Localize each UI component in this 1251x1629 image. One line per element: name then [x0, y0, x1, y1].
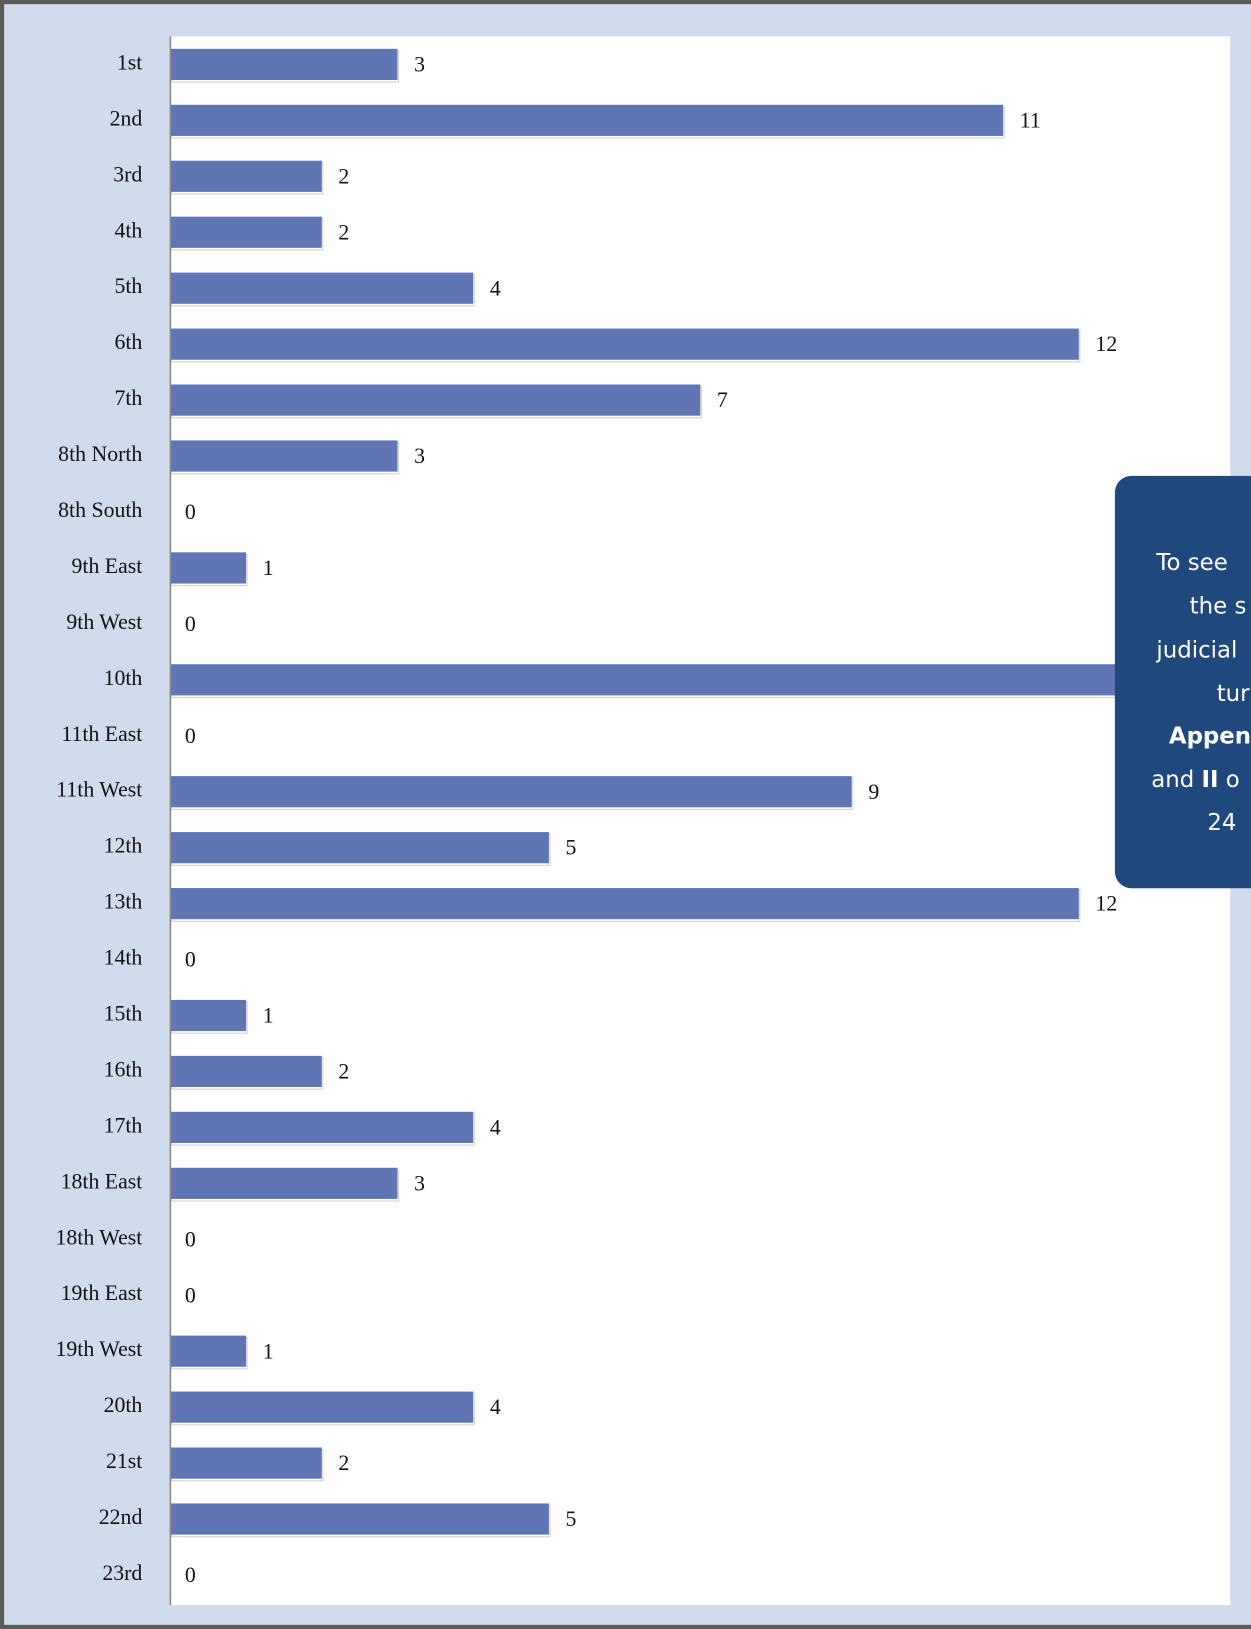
bar	[170, 1503, 549, 1535]
value-label: 1	[263, 1004, 274, 1028]
category-label: 19th East	[61, 1281, 143, 1305]
value-label: 0	[185, 724, 196, 748]
bar	[170, 384, 701, 416]
bar	[170, 1391, 474, 1423]
category-label: 2nd	[110, 106, 143, 130]
value-label: 0	[185, 612, 196, 636]
value-label: 0	[185, 1227, 196, 1251]
category-label: 9th East	[71, 554, 142, 578]
category-label: 23rd	[102, 1561, 142, 1585]
bar	[170, 272, 474, 304]
value-label: 2	[338, 1060, 349, 1084]
category-label: 6th	[114, 330, 142, 354]
value-label: 4	[490, 276, 501, 300]
callout-text: 24	[1207, 809, 1236, 835]
category-label: 11th West	[56, 778, 142, 802]
value-label: 0	[185, 948, 196, 972]
value-label: 3	[414, 444, 425, 468]
value-label: 7	[717, 388, 728, 412]
bar	[170, 888, 1079, 920]
category-label: 8th North	[58, 442, 142, 466]
bar	[170, 664, 1251, 696]
value-label: 5	[566, 836, 577, 860]
callout: To see the s judicial tur Appen and II o 24	[1151, 550, 1251, 836]
category-label: 22nd	[99, 1505, 143, 1529]
callout-line: and II o	[1151, 767, 1240, 793]
value-label: 1	[263, 1339, 274, 1363]
value-label: 12	[1095, 892, 1117, 916]
category-label: 16th	[104, 1057, 143, 1081]
bar	[170, 440, 398, 472]
callout-line: Appen	[1169, 723, 1251, 749]
bar	[170, 999, 247, 1032]
category-label: 14th	[104, 946, 143, 970]
bar	[170, 104, 1004, 136]
value-label: 11	[1020, 108, 1041, 132]
bar	[170, 1055, 322, 1088]
bar	[170, 1167, 398, 1199]
category-label: 20th	[104, 1393, 143, 1417]
callout-line: tur	[1217, 680, 1250, 706]
value-label: 2	[338, 164, 349, 188]
value-label: 4	[490, 1115, 501, 1139]
value-label: 2	[338, 1451, 349, 1475]
bar	[170, 48, 398, 80]
callout-line: 24	[1207, 809, 1236, 835]
callout-line: the s	[1190, 593, 1247, 619]
callout-text: Appen	[1169, 723, 1251, 749]
category-label: 7th	[114, 386, 142, 410]
category-label: 8th South	[58, 498, 142, 522]
category-label: 12th	[104, 834, 143, 858]
bar	[170, 1111, 474, 1143]
callout-text: o	[1219, 767, 1240, 793]
bar	[170, 216, 322, 248]
callout-text: and	[1151, 767, 1201, 793]
bar	[170, 328, 1079, 360]
category-label: 15th	[104, 1002, 143, 1026]
value-label: 0	[185, 1563, 196, 1587]
value-label: 4	[490, 1395, 501, 1419]
callout-text: tur	[1217, 680, 1250, 706]
callout-text: the s	[1190, 593, 1247, 619]
bar	[170, 776, 852, 808]
value-label: 2	[338, 220, 349, 244]
category-label: 17th	[104, 1113, 143, 1137]
callout-text: II	[1202, 767, 1219, 793]
category-label: 18th East	[61, 1169, 143, 1193]
callout-line: judicial	[1155, 637, 1237, 663]
value-label: 1	[263, 556, 274, 580]
bar	[170, 1447, 322, 1479]
category-label: 19th West	[55, 1337, 142, 1361]
category-label: 11th East	[61, 722, 142, 746]
category-label: 13th	[104, 890, 143, 914]
callout-text: judicial	[1155, 637, 1237, 663]
category-label: 21st	[106, 1449, 142, 1473]
category-label: 4th	[114, 218, 142, 242]
callout-text: To see	[1155, 550, 1227, 576]
callout-box	[1114, 475, 1251, 889]
bar	[170, 832, 549, 864]
value-label: 0	[185, 500, 196, 524]
bar	[170, 1335, 247, 1367]
category-label: 18th West	[55, 1225, 142, 1249]
plot-area	[170, 36, 1231, 1606]
category-label: 5th	[114, 274, 142, 298]
bar	[170, 552, 247, 584]
category-label: 9th West	[66, 610, 142, 634]
category-label: 3rd	[113, 162, 142, 186]
value-label: 9	[868, 780, 879, 804]
category-label: 10th	[104, 666, 143, 690]
value-label: 3	[414, 1171, 425, 1195]
callout-line: To see	[1155, 550, 1227, 576]
value-label: 3	[414, 52, 425, 76]
category-label: 1st	[117, 50, 142, 74]
bar	[170, 160, 322, 192]
value-label: 0	[185, 1283, 196, 1307]
value-label: 5	[566, 1507, 577, 1531]
value-label: 12	[1095, 332, 1117, 356]
